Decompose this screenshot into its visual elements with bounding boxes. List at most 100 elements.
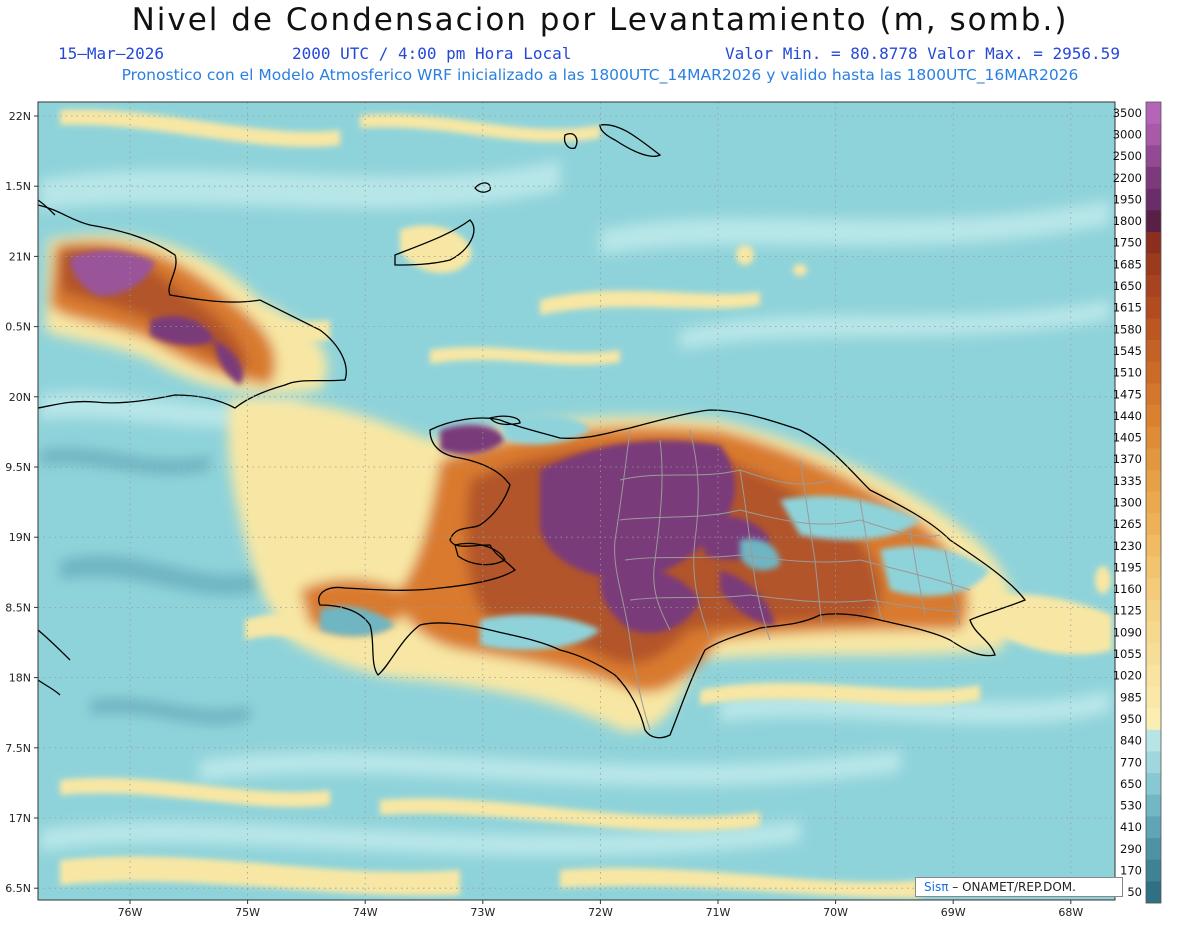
colorbar-frame: [1145, 101, 1162, 904]
colorbar-swatch: [1146, 556, 1161, 579]
colorbar-swatch: [1146, 881, 1161, 904]
colorbar-swatch: [1146, 123, 1161, 146]
yellow-streaks: [60, 109, 1112, 899]
colorbar-label: 2500: [1113, 149, 1142, 163]
lon-label: 73W: [470, 906, 495, 919]
colorbar-label: 985: [1120, 690, 1142, 704]
colorbar-swatch: [1146, 426, 1161, 449]
lon-label: 76W: [118, 906, 143, 919]
map-frame: [37, 101, 1116, 901]
jamaica-coast: [38, 629, 71, 696]
lat-label: 1.5N: [5, 180, 31, 193]
colorbar-label: 1300: [1113, 496, 1142, 510]
colorbar-swatch: [1146, 231, 1161, 254]
province-boundaries: [614, 429, 971, 731]
lat-label: 9.5N: [5, 461, 31, 474]
colorbar-swatch: [1146, 491, 1161, 514]
colorbar-label: 1160: [1113, 582, 1142, 596]
colorbar-swatch: [1146, 664, 1161, 687]
colorbar-label: 290: [1120, 842, 1142, 856]
gonave-island: [454, 542, 506, 566]
colorbar-label: 770: [1120, 755, 1142, 769]
colorbar-label: 530: [1120, 799, 1142, 813]
colorbar-swatch: [1146, 513, 1161, 536]
colorbar-label: 1125: [1113, 604, 1142, 618]
colorbar-swatch: [1146, 188, 1161, 211]
colorbar-label: 1580: [1113, 322, 1142, 336]
colorbar-label: 1950: [1113, 192, 1142, 206]
map-title: Nivel de Condensacion por Levantamiento …: [131, 2, 1069, 38]
colorbar-label: 1510: [1113, 366, 1142, 380]
colorbar-label: 1195: [1113, 560, 1142, 574]
colorbar-swatch: [1146, 145, 1161, 168]
longitude-labels: 76W 75W 74W 73W 72W 71W 70W 69W 68W: [118, 900, 1083, 919]
tortuga-island: [488, 415, 521, 425]
colorbar-label: 1685: [1113, 257, 1142, 271]
credit-box: Sisπ – ONAMET/REP.DOM.: [915, 877, 1123, 897]
colorbar-label: 1090: [1113, 625, 1142, 639]
lat-lon-grid: [38, 102, 1115, 900]
colorbar-label: 1055: [1113, 647, 1142, 661]
colorbar-swatch: [1146, 838, 1161, 861]
colorbar-swatch: [1146, 621, 1161, 644]
colorbar-swatch: [1146, 253, 1161, 276]
colorbar-label: 1335: [1113, 474, 1142, 488]
colorbar-swatch: [1146, 470, 1161, 492]
colorbar-label: 170: [1120, 864, 1142, 878]
latitude-labels: 22N 1.5N 21N 0.5N 20N 9.5N 19N 8.5N 18N 7.5N 17N 6.…: [5, 110, 38, 895]
caicos: [599, 124, 662, 157]
colorbar: 3500 3000 2500 2200 1950 1800 1750 1685 1650 1615…: [1113, 101, 1162, 904]
lat-label: 19N: [9, 531, 31, 544]
bahamas-small-2: [563, 133, 578, 149]
colorbar-swatch: [1146, 166, 1161, 189]
lat-label: 20N: [9, 391, 31, 404]
colorbar-label: 1475: [1113, 387, 1142, 401]
lat-label: 18N: [9, 672, 31, 685]
colorbar-label: 1440: [1113, 409, 1142, 423]
lat-label: 22N: [9, 110, 31, 123]
hispaniola-cool-pockets: [320, 414, 990, 650]
bahamas-small-1: [474, 182, 491, 193]
colorbar-swatch: [1146, 773, 1161, 796]
colorbar-label: 50: [1127, 885, 1142, 899]
colorbar-label: 1545: [1113, 344, 1142, 358]
colorbar-swatch: [1146, 751, 1161, 774]
lon-label: 70W: [823, 906, 848, 919]
colorbar-swatch: [1146, 448, 1161, 471]
min-max-values: Valor Min. = 80.8778 Valor Max. = 2956.5…: [725, 44, 1120, 63]
colorbar-label: 650: [1120, 777, 1142, 791]
colorbar-swatch: [1146, 405, 1161, 428]
forecast-date: 15–Mar–2026: [58, 44, 164, 63]
lat-label: 6.5N: [5, 882, 31, 895]
lon-label: 75W: [235, 906, 260, 919]
cuba-coastline: [38, 204, 347, 409]
colorbar-label: 3000: [1113, 127, 1142, 141]
colorbar-swatch: [1146, 383, 1161, 406]
credit-brand: Sisπ: [924, 880, 949, 894]
colorbar-label: 840: [1120, 734, 1142, 748]
colorbar-swatch: [1146, 275, 1161, 298]
lat-label: 21N: [9, 250, 31, 263]
colorbar-swatch: [1146, 534, 1161, 557]
colorbar-swatch: [1146, 729, 1161, 752]
colorbar-swatch: [1146, 361, 1161, 384]
colorbar-swatch: [1146, 102, 1161, 124]
model-info: Pronostico con el Modelo Atmosferico WRF…: [121, 66, 1079, 84]
cuba-purple-cells: [70, 250, 244, 385]
lat-label: 7.5N: [5, 742, 31, 755]
colorbar-swatch: [1146, 708, 1161, 731]
hispaniola-coastline: [318, 409, 1027, 739]
colorbar-swatch: [1146, 643, 1161, 666]
colorbar-swatch: [1146, 296, 1161, 319]
colorbar-label: 950: [1120, 712, 1142, 726]
cuba-west-tip: [38, 199, 56, 216]
colorbar-label: 1405: [1113, 431, 1142, 445]
colorbar-swatch: [1146, 859, 1161, 882]
colorbar-swatch: [1146, 210, 1161, 233]
colorbar-label: 1650: [1113, 279, 1142, 293]
colorbar-label: 1750: [1113, 236, 1142, 250]
lon-label: 69W: [941, 906, 966, 919]
coastlines: [38, 124, 1027, 739]
colorbar-label: 2200: [1113, 171, 1142, 185]
